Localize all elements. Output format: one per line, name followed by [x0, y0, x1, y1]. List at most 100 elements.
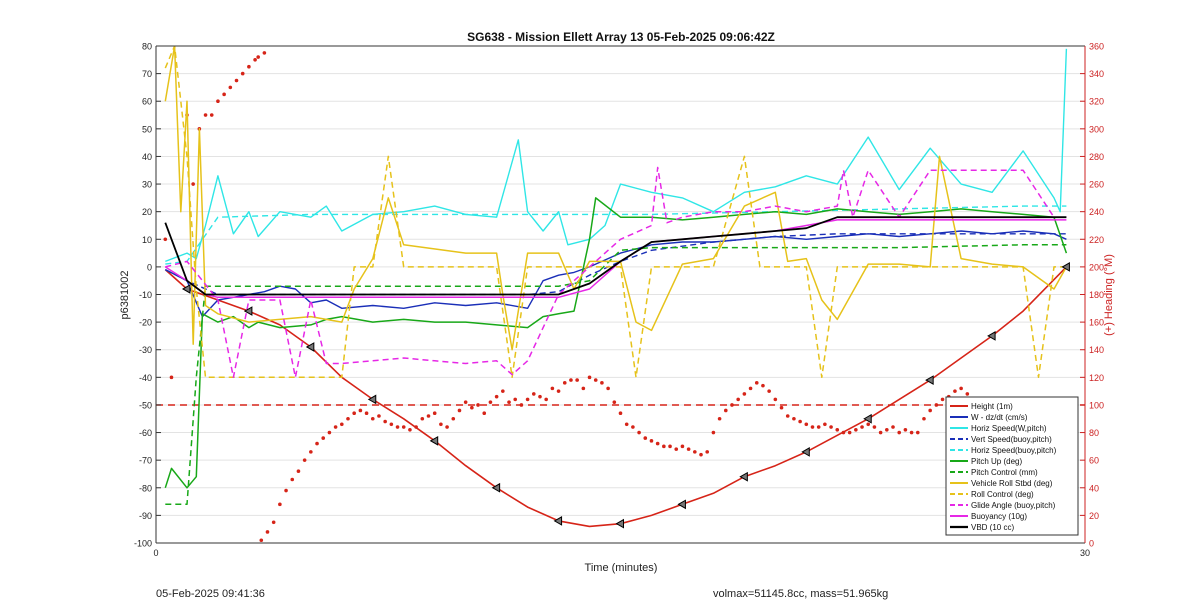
y-tick-label: -50 — [139, 400, 152, 410]
heading-point — [550, 386, 555, 391]
legend-label-8: Roll Control (deg) — [971, 490, 1034, 499]
heading-point — [835, 427, 840, 432]
legend-label-6: Pitch Control (mm) — [971, 468, 1038, 477]
y-axis-label: p6381002 — [119, 271, 131, 320]
heading-point — [327, 430, 332, 435]
height-marker — [367, 394, 377, 405]
heading-point — [470, 405, 474, 410]
heading-point — [296, 469, 301, 474]
x-tick-label: 30 — [1080, 548, 1090, 558]
heading-point — [649, 439, 654, 443]
heading-point — [686, 447, 691, 451]
heading-point — [163, 237, 168, 242]
y2-tick-label: 320 — [1089, 97, 1104, 107]
y2-tick-label: 160 — [1089, 318, 1104, 328]
y2-tick-label: 300 — [1089, 124, 1104, 134]
legend-label-7: Vehicle Roll Stbd (deg) — [971, 479, 1053, 488]
axis-layer: 80706050403020100-10-20-30-40-50-60-70-8… — [134, 42, 1104, 559]
heading-point — [340, 422, 344, 427]
heading-point — [463, 400, 468, 404]
heading-point — [364, 411, 369, 416]
heading-point — [290, 477, 295, 482]
heading-point — [711, 430, 716, 435]
y2-tick-label: 280 — [1089, 152, 1104, 162]
heading-point — [624, 422, 629, 427]
series-line-2 — [165, 48, 1068, 263]
y2-tick-label: 220 — [1089, 235, 1104, 245]
y-tick-label: -40 — [139, 373, 152, 383]
y2-tick-label: 120 — [1089, 373, 1104, 383]
heading-point — [785, 414, 790, 418]
heading-point — [792, 416, 796, 421]
heading-point — [389, 422, 394, 427]
height-marker — [615, 518, 624, 529]
heading-point — [637, 430, 641, 435]
legend: Height (1m) W - dz/dt (cm/s) Horiz Speed(W… — [945, 396, 1079, 536]
heading-point — [191, 182, 195, 186]
heading-point — [525, 397, 530, 402]
heading-point — [519, 403, 524, 407]
heading-point — [315, 441, 319, 446]
series-line-0 — [164, 266, 1067, 528]
data-layer — [156, 46, 1085, 543]
x-tick-label: 0 — [153, 548, 158, 558]
legend-label-3: Vert Speed(buoy,pitch) — [971, 435, 1052, 444]
heading-point — [810, 425, 815, 429]
heading-point — [531, 392, 536, 396]
heading-point — [488, 400, 493, 404]
heading-point — [457, 408, 462, 413]
height-marker — [677, 499, 686, 510]
heading-point — [909, 430, 914, 435]
heading-point — [866, 422, 871, 427]
heading-point — [302, 458, 307, 462]
heading-point — [222, 92, 226, 97]
heading-point — [451, 416, 456, 421]
footer-timestamp: 05-Feb-2025 09:41:36 — [156, 588, 265, 600]
heading-point — [581, 386, 586, 391]
series-line-9 — [165, 166, 1067, 379]
heading-point — [723, 408, 728, 413]
heading-point — [377, 414, 381, 418]
heading-point — [878, 430, 883, 435]
heading-point — [395, 425, 400, 429]
height-marker — [491, 482, 501, 493]
y2-tick-label: 60 — [1089, 456, 1099, 466]
heading-point — [823, 422, 827, 427]
y-tick-label: -80 — [139, 483, 152, 493]
heading-point — [897, 430, 901, 435]
heading-point — [358, 408, 363, 413]
chart-title: SG638 - Mission Ellett Array 13 05-Feb-2… — [467, 30, 775, 44]
heading-point — [333, 425, 338, 429]
legend-label-11: VBD (10 cc) — [971, 523, 1014, 532]
heading-point — [730, 403, 734, 407]
y2-tick-label: 340 — [1089, 69, 1104, 79]
height-marker — [1061, 262, 1070, 272]
y-tick-label: -70 — [139, 456, 152, 466]
height-marker — [553, 516, 563, 526]
height-marker — [243, 306, 253, 316]
heading-point — [346, 416, 350, 421]
heading-point — [748, 386, 753, 391]
height-marker — [429, 435, 439, 446]
heading-point — [544, 397, 548, 402]
y2-tick-label: 100 — [1089, 400, 1104, 410]
y-tick-label: 30 — [142, 180, 152, 190]
legend-label-4: Horiz Speed(buoy,pitch) — [971, 446, 1057, 455]
heading-point — [309, 450, 313, 454]
y-tick-label: -10 — [139, 290, 152, 300]
heading-point — [259, 538, 264, 543]
heading-point — [265, 530, 270, 534]
series-line-5 — [164, 197, 1068, 489]
y-tick-label: 50 — [142, 124, 152, 134]
heading-point — [228, 85, 233, 90]
heading-point — [816, 425, 821, 429]
heading-point — [408, 427, 412, 432]
heading-point — [959, 386, 963, 391]
heading-point — [699, 452, 703, 457]
heading-point — [742, 392, 747, 396]
heading-point — [680, 444, 685, 449]
heading-point — [612, 400, 617, 404]
heading-point — [798, 419, 802, 424]
series-line-8 — [164, 46, 1067, 379]
heading-point — [767, 389, 771, 393]
